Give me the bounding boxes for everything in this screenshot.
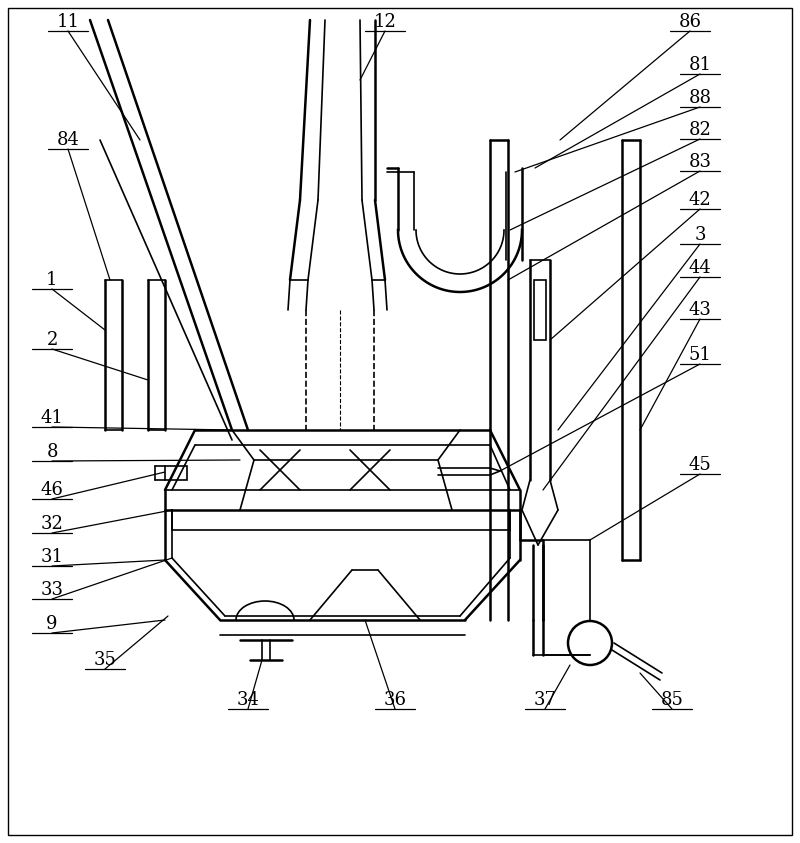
Text: 3: 3 (694, 226, 706, 244)
Text: 43: 43 (689, 301, 711, 319)
Text: 83: 83 (689, 153, 711, 171)
Text: 37: 37 (534, 691, 557, 709)
Text: 33: 33 (41, 581, 63, 599)
Text: 36: 36 (383, 691, 406, 709)
Text: 1: 1 (46, 271, 58, 289)
Text: 86: 86 (678, 13, 702, 31)
Text: 81: 81 (689, 56, 711, 74)
Text: 84: 84 (57, 131, 79, 149)
Bar (165, 466, 187, 480)
Text: 9: 9 (46, 615, 58, 633)
Text: 85: 85 (661, 691, 683, 709)
Text: 46: 46 (41, 481, 63, 499)
Text: 31: 31 (41, 548, 63, 566)
Text: 41: 41 (41, 409, 63, 427)
Text: 51: 51 (689, 346, 711, 364)
Text: 2: 2 (46, 331, 58, 349)
Text: 88: 88 (689, 89, 711, 107)
Text: 82: 82 (689, 121, 711, 139)
Text: 44: 44 (689, 259, 711, 277)
Text: 42: 42 (689, 191, 711, 209)
Text: 32: 32 (41, 515, 63, 533)
Text: 35: 35 (94, 651, 117, 669)
Text: 34: 34 (237, 691, 259, 709)
Text: 8: 8 (46, 443, 58, 461)
Text: 12: 12 (374, 13, 397, 31)
Bar (534, 280, 546, 340)
Text: 11: 11 (57, 13, 79, 31)
Text: 45: 45 (689, 456, 711, 474)
